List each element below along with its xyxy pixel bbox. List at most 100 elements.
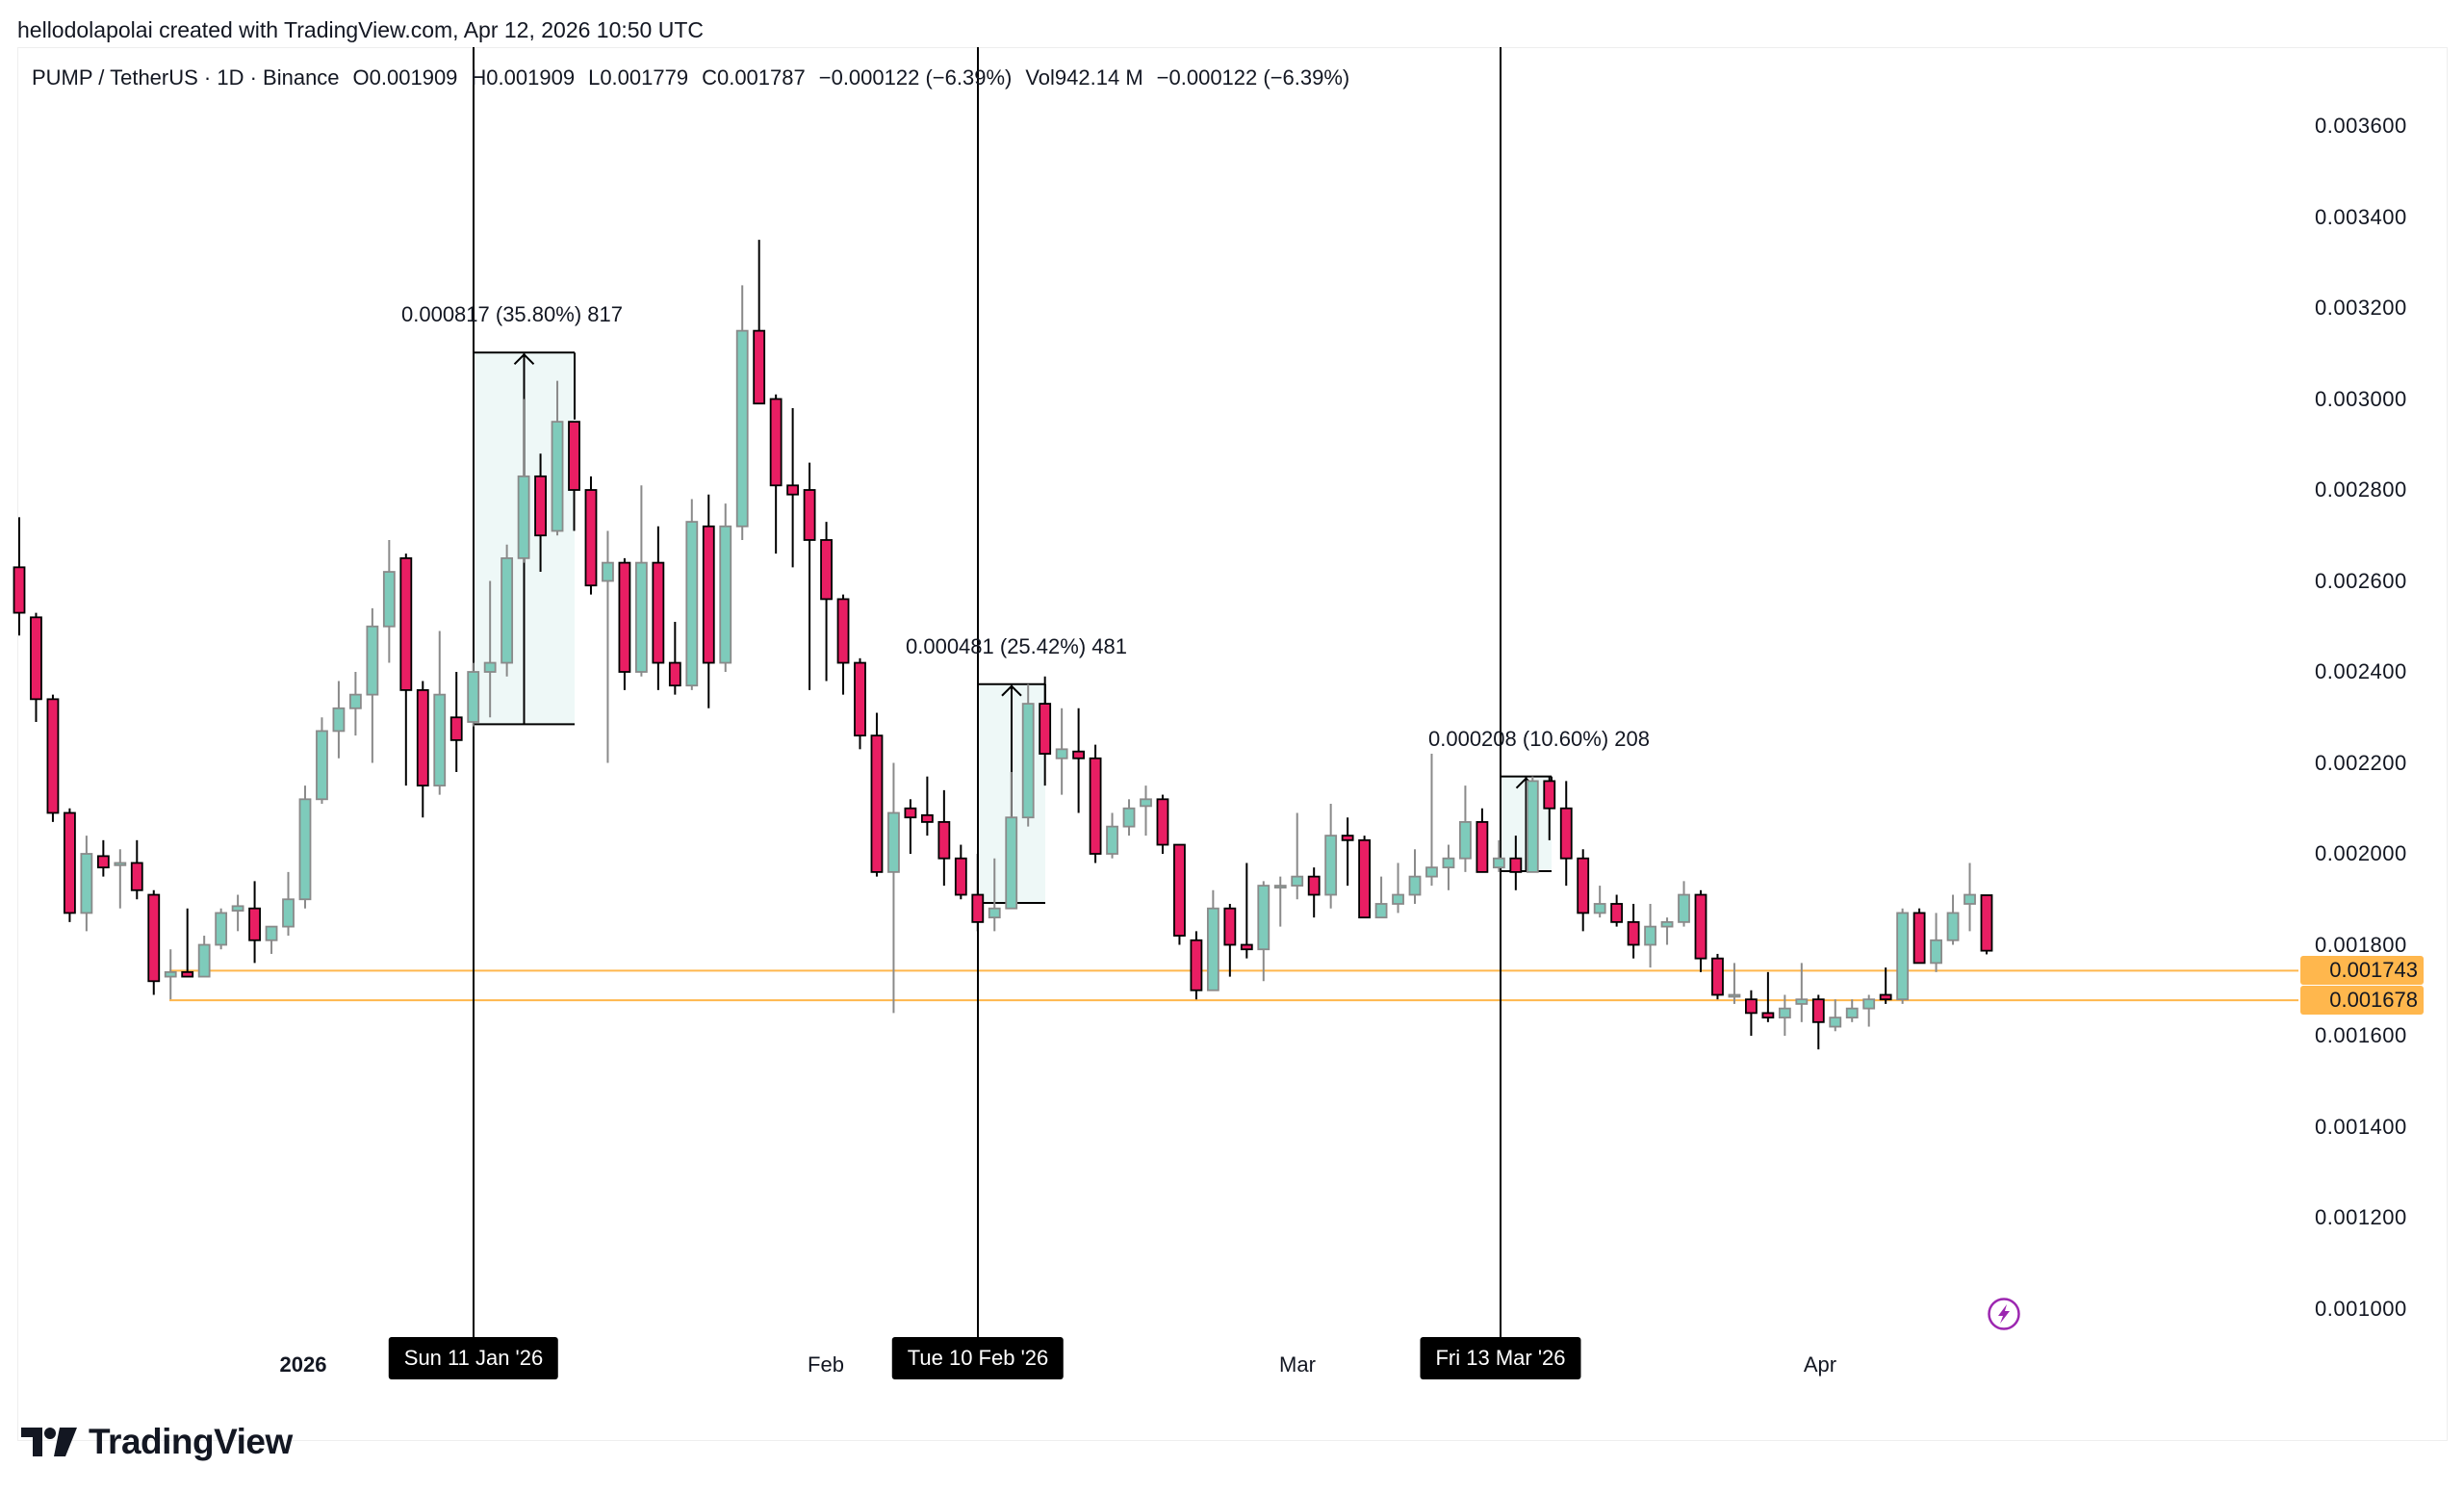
candle[interactable] (1509, 836, 1523, 890)
candle[interactable] (568, 421, 580, 531)
candle[interactable] (920, 776, 934, 837)
candle[interactable] (735, 285, 749, 540)
candle[interactable] (1543, 776, 1556, 840)
candle[interactable] (1912, 908, 1926, 965)
candle[interactable] (382, 539, 396, 663)
candle[interactable] (1273, 876, 1287, 927)
candle[interactable] (517, 399, 530, 563)
candle[interactable] (971, 854, 985, 932)
candle[interactable] (1845, 999, 1859, 1022)
candle[interactable] (854, 657, 866, 750)
candle[interactable] (652, 526, 665, 690)
candle[interactable] (147, 889, 161, 995)
candle[interactable] (1240, 862, 1253, 959)
candle[interactable] (1930, 913, 1942, 972)
candle[interactable] (1862, 994, 1876, 1027)
candle[interactable] (887, 762, 900, 1014)
candle[interactable] (1173, 843, 1186, 945)
candle[interactable] (1660, 917, 1674, 945)
candle[interactable] (1190, 931, 1203, 1000)
candle[interactable] (1223, 903, 1237, 977)
candle[interactable] (265, 925, 278, 954)
candle[interactable] (1728, 963, 1741, 1004)
candle[interactable] (1811, 994, 1825, 1050)
candle[interactable] (1593, 886, 1606, 918)
candle[interactable] (1610, 894, 1624, 927)
candle[interactable] (1156, 794, 1169, 854)
tradingview-logo[interactable]: TradingView (21, 1422, 293, 1461)
candle[interactable] (467, 662, 480, 727)
candle[interactable] (1374, 876, 1388, 919)
candle[interactable] (1072, 708, 1086, 813)
candle[interactable] (937, 789, 951, 887)
candle[interactable] (1291, 812, 1304, 900)
candle[interactable] (1879, 967, 1892, 1004)
candle[interactable] (602, 530, 614, 763)
candle[interactable] (1442, 844, 1455, 890)
candle[interactable] (584, 476, 598, 595)
candle[interactable] (1392, 862, 1404, 914)
candle[interactable] (114, 849, 127, 909)
candle[interactable] (181, 908, 194, 978)
candle[interactable] (80, 836, 93, 932)
candle[interactable] (1492, 839, 1505, 872)
candle[interactable] (30, 612, 42, 722)
candle[interactable] (1055, 708, 1068, 795)
candle[interactable] (786, 407, 800, 568)
candle[interactable] (1745, 990, 1758, 1036)
candle[interactable] (215, 908, 228, 950)
candle[interactable] (1577, 849, 1590, 932)
candle[interactable] (483, 580, 497, 718)
lightning-icon[interactable] (1987, 1297, 2021, 1331)
candle[interactable] (433, 631, 447, 795)
candle[interactable] (719, 503, 732, 672)
candle[interactable] (1476, 808, 1489, 873)
candle[interactable] (618, 557, 631, 690)
candle[interactable] (870, 712, 884, 877)
candle[interactable] (298, 785, 312, 909)
candle[interactable] (130, 839, 143, 900)
candle[interactable] (416, 681, 429, 818)
candle[interactable] (164, 949, 177, 1000)
candle[interactable] (1980, 894, 1993, 955)
candle[interactable] (1122, 799, 1136, 837)
candle[interactable] (248, 881, 261, 964)
candle[interactable] (282, 871, 295, 937)
candle[interactable] (96, 839, 110, 877)
candle[interactable] (1257, 881, 1270, 982)
candle[interactable] (1021, 683, 1035, 827)
candle[interactable] (1459, 785, 1472, 872)
candle[interactable] (46, 694, 60, 822)
candle[interactable] (1039, 676, 1052, 786)
candle[interactable] (1678, 881, 1690, 927)
candle[interactable] (13, 517, 26, 636)
candle[interactable] (1644, 903, 1656, 968)
candle[interactable] (1896, 908, 1910, 1004)
candle[interactable] (1559, 781, 1573, 887)
candle[interactable] (366, 607, 379, 763)
candle[interactable] (1307, 867, 1321, 918)
candle[interactable] (332, 681, 346, 759)
candle[interactable] (1408, 849, 1422, 904)
candle[interactable] (1711, 953, 1724, 1000)
candle[interactable] (399, 553, 413, 786)
candle[interactable] (1324, 804, 1338, 909)
candle[interactable] (753, 240, 766, 405)
candle[interactable] (1526, 776, 1539, 873)
candle[interactable] (1358, 836, 1371, 919)
candle[interactable] (1425, 754, 1438, 887)
candle[interactable] (685, 499, 699, 690)
candle[interactable] (803, 462, 816, 690)
candle[interactable] (988, 858, 1001, 932)
candle[interactable] (1206, 889, 1219, 991)
candle[interactable] (1795, 963, 1809, 1022)
candle[interactable] (316, 717, 328, 805)
candle[interactable] (1341, 817, 1354, 887)
candle[interactable] (702, 494, 715, 708)
candle[interactable] (1005, 771, 1018, 910)
candle[interactable] (954, 844, 967, 900)
candle[interactable] (1964, 862, 1976, 932)
candle[interactable] (820, 522, 833, 682)
candle[interactable] (231, 894, 244, 932)
